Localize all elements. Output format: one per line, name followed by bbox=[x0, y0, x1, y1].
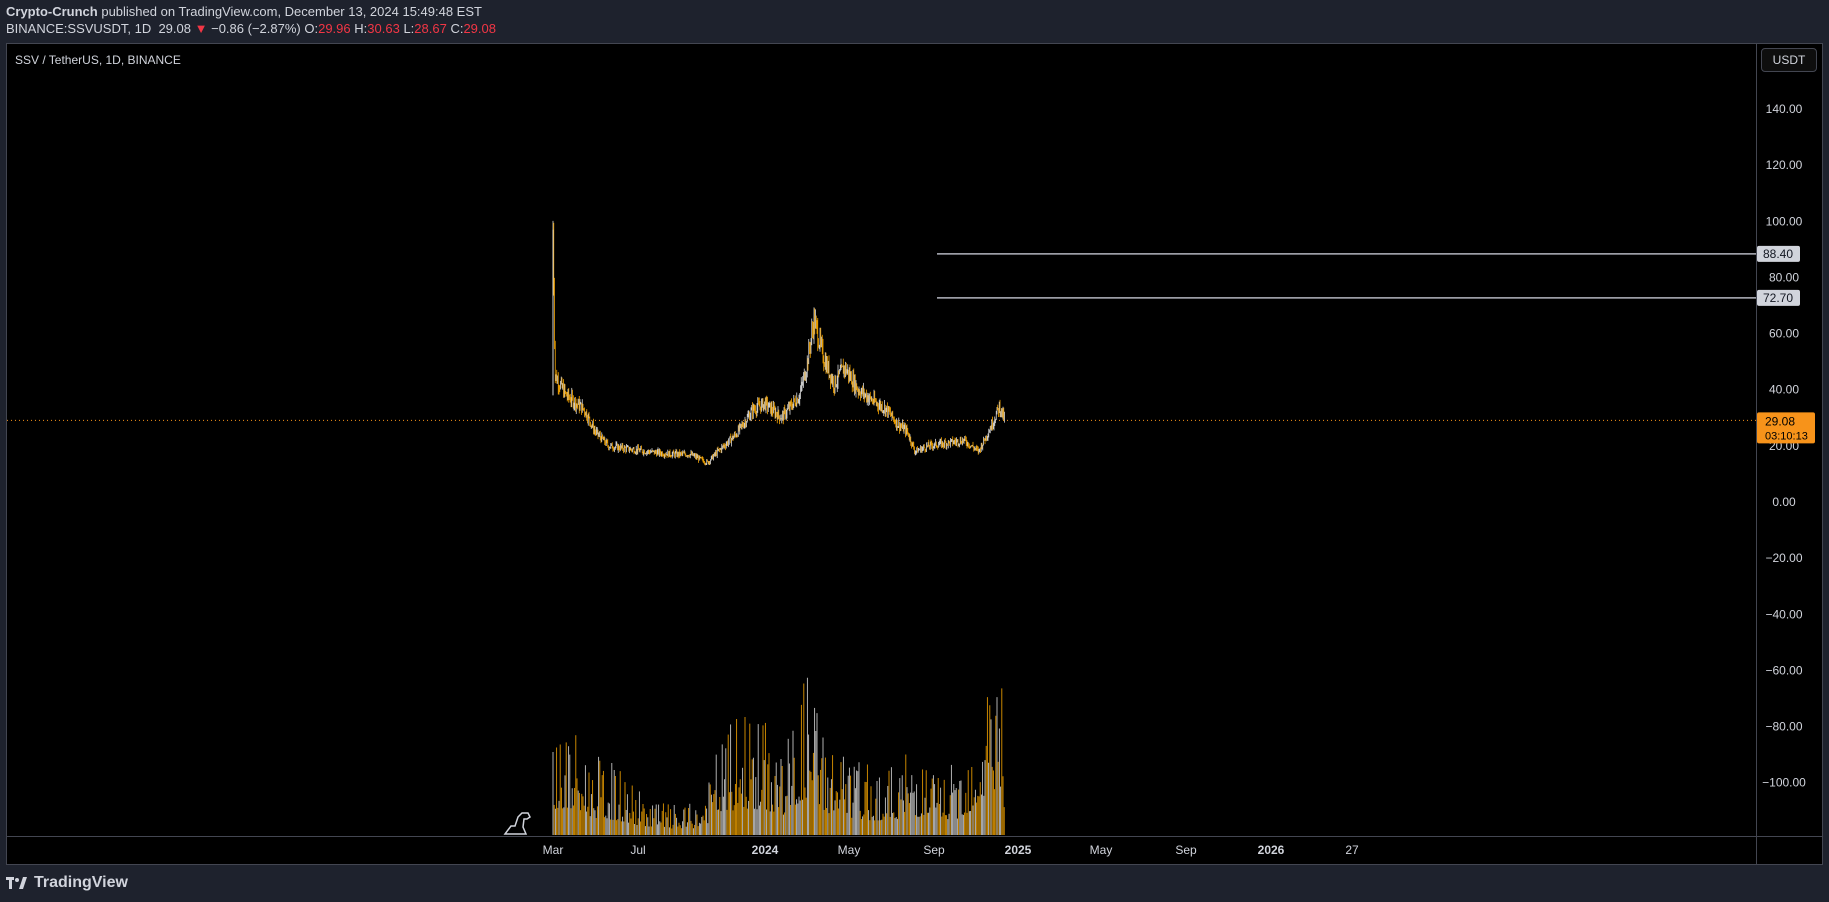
open-value: 29.96 bbox=[318, 21, 351, 36]
brand-label: TradingView bbox=[34, 874, 128, 891]
level-price-label: 72.70 bbox=[1763, 291, 1793, 305]
y-axis-tick-label: 120.00 bbox=[1766, 158, 1803, 172]
change-value: −0.86 (−2.87%) bbox=[211, 21, 301, 36]
y-axis-tick-label: 100.00 bbox=[1766, 214, 1803, 228]
y-axis-tick-label: 60.00 bbox=[1769, 327, 1799, 341]
high-value: 30.63 bbox=[367, 21, 400, 36]
y-axis-tick-label: 40.00 bbox=[1769, 383, 1799, 397]
change-down-icon: ▼ bbox=[194, 21, 208, 36]
x-axis-tick-label: 2026 bbox=[1258, 843, 1285, 857]
last-price-label: 29.08 bbox=[1765, 414, 1795, 428]
x-axis-tick-label: Mar bbox=[543, 843, 564, 857]
y-axis-tick-label: 80.00 bbox=[1769, 270, 1799, 284]
y-axis-tick-label: −40.00 bbox=[1765, 607, 1802, 621]
last-value: 29.08 bbox=[158, 21, 191, 36]
publish-info: Crypto-Crunch published on TradingView.c… bbox=[6, 4, 482, 19]
y-axis-tick-label: −100.00 bbox=[1762, 776, 1806, 790]
y-axis-tick-label: 140.00 bbox=[1766, 102, 1803, 116]
currency-button[interactable]: USDT bbox=[1761, 48, 1817, 72]
x-axis-tick-label: May bbox=[1090, 843, 1113, 857]
x-axis-tick-label: Sep bbox=[1175, 843, 1197, 857]
tradingview-logo-icon bbox=[6, 877, 27, 889]
chart-symbol-title: SSV / TetherUS, 1D, BINANCE bbox=[15, 53, 181, 67]
level-price-badge bbox=[1757, 289, 1800, 306]
y-axis-tick-label: −80.00 bbox=[1765, 720, 1802, 734]
dinosaur-icon bbox=[503, 812, 531, 835]
ohlc-legend: BINANCE:SSVUSDT, 1D 29.08 ▼ −0.86 (−2.87… bbox=[6, 21, 496, 36]
author-name[interactable]: Crypto-Crunch bbox=[6, 4, 98, 19]
time-axis-divider bbox=[6, 836, 1823, 837]
last-price-badge bbox=[1757, 412, 1815, 444]
y-axis-tick-label: −20.00 bbox=[1765, 551, 1802, 565]
x-axis-tick-label: Sep bbox=[923, 843, 945, 857]
close-value: 29.08 bbox=[463, 21, 496, 36]
publish-text: published on TradingView.com, December 1… bbox=[101, 4, 482, 19]
tradingview-brand[interactable]: TradingView bbox=[6, 872, 128, 894]
countdown-label: 03:10:13 bbox=[1765, 430, 1808, 442]
close-label: C: bbox=[450, 21, 464, 36]
symbol-label: BINANCE:SSVUSDT, 1D bbox=[6, 21, 152, 36]
y-axis-tick-label: 0.00 bbox=[1772, 495, 1796, 509]
level-price-badge bbox=[1757, 245, 1800, 262]
open-label: O: bbox=[304, 21, 319, 36]
price-axis-divider bbox=[1756, 43, 1757, 865]
low-label: L: bbox=[403, 21, 415, 36]
x-axis-tick-label: 2025 bbox=[1005, 843, 1032, 857]
y-axis-tick-label: −60.00 bbox=[1765, 663, 1802, 677]
level-price-label: 88.40 bbox=[1763, 247, 1793, 261]
x-axis-tick-label: 27 bbox=[1345, 843, 1359, 857]
low-value: 28.67 bbox=[414, 21, 447, 36]
x-axis-tick-label: Jul bbox=[630, 843, 645, 857]
x-axis-tick-label: 2024 bbox=[752, 843, 779, 857]
x-axis-tick-label: May bbox=[838, 843, 861, 857]
high-label: H: bbox=[354, 21, 368, 36]
